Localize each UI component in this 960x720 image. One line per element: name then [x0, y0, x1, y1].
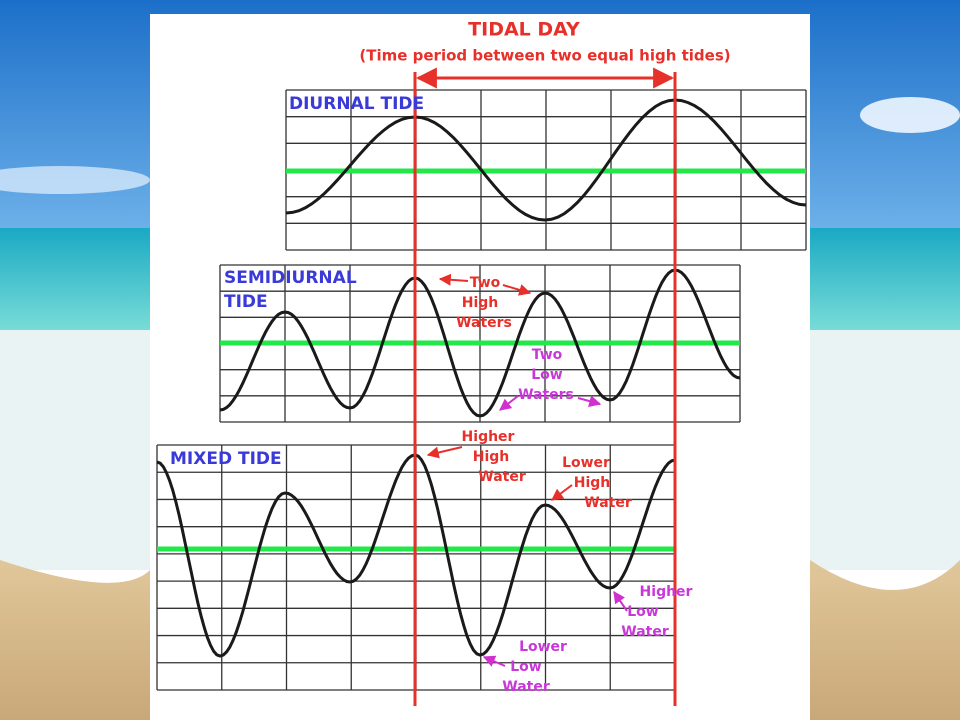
annotation: Water	[502, 679, 550, 695]
panel-label: DIURNAL TIDE	[289, 94, 424, 114]
annotation: Two	[532, 347, 563, 363]
annotation: Low	[627, 604, 659, 620]
annotation-arrow	[499, 395, 519, 411]
annotation: High	[473, 449, 510, 465]
annotation: Higher	[640, 584, 693, 600]
annotation-arrow	[502, 284, 532, 296]
annotation: Higher	[462, 429, 515, 445]
annotations: Two High Waters Two Low Waters Higher Hi…	[426, 273, 693, 695]
annotation: Lower	[519, 639, 567, 655]
annotation-arrow	[438, 273, 469, 286]
annotation: Low	[531, 367, 563, 383]
annotation: Water	[621, 624, 669, 640]
panel-label: SEMIDIURNAL	[224, 268, 357, 288]
annotation: Waters	[456, 315, 512, 331]
annotation: Two	[470, 275, 501, 291]
annotation: Water	[478, 469, 526, 485]
annotation: Water	[584, 495, 632, 511]
annotation-arrow	[577, 395, 602, 407]
annotation: Waters	[518, 387, 574, 403]
panel-label: TIDE	[224, 292, 268, 312]
title: TIDAL DAY	[468, 19, 580, 41]
tide-curve	[285, 98, 807, 222]
subtitle: (Time period between two equal high tide…	[359, 47, 730, 65]
annotation: Low	[510, 659, 542, 675]
annotation: Lower	[562, 455, 610, 471]
annotation: High	[574, 475, 611, 491]
annotation-arrow	[551, 484, 573, 501]
annotation-arrow	[613, 591, 628, 612]
panel-label: MIXED TIDE	[170, 449, 282, 469]
annotation: High	[462, 295, 499, 311]
annotation-arrow	[426, 446, 463, 459]
tide-curve	[219, 268, 741, 418]
annotation-arrow	[482, 655, 506, 667]
panel-labels: DIURNAL TIDE SEMIDIURNAL TIDE MIXED TIDE	[170, 94, 424, 469]
